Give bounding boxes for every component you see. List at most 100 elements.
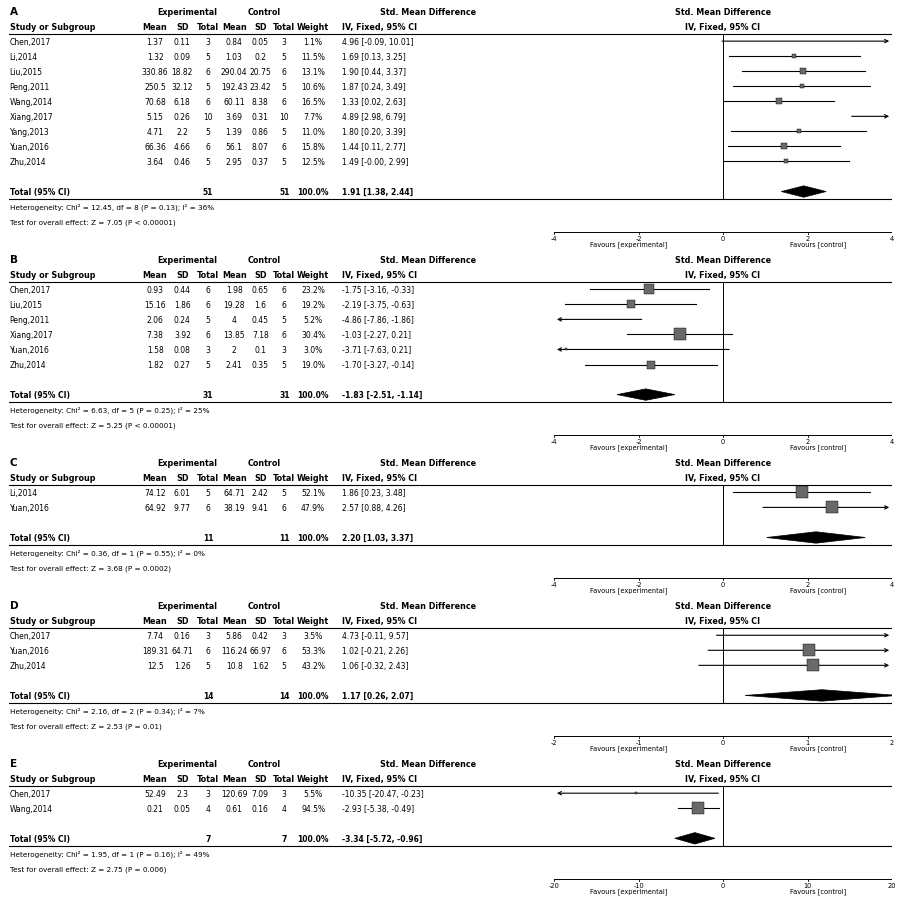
Text: Li,2014: Li,2014 [10, 52, 38, 61]
Text: Control: Control [248, 759, 281, 768]
Text: Chen,2017: Chen,2017 [10, 789, 50, 798]
Text: 4: 4 [890, 582, 894, 588]
Text: Peng,2011: Peng,2011 [10, 83, 50, 91]
Text: 100.0%: 100.0% [297, 188, 329, 197]
Text: Study or Subgroup: Study or Subgroup [10, 473, 95, 482]
Text: 0.16: 0.16 [174, 631, 191, 640]
Text: -20: -20 [549, 882, 560, 888]
Text: Zhu,2014: Zhu,2014 [10, 661, 46, 670]
Text: IV, Fixed, 95% CI: IV, Fixed, 95% CI [341, 271, 416, 279]
Text: Std. Mean Difference: Std. Mean Difference [675, 759, 771, 768]
Text: 2: 2 [805, 439, 810, 444]
Text: 5: 5 [282, 360, 287, 369]
Text: Favours [experimental]: Favours [experimental] [590, 744, 667, 751]
Text: 0.65: 0.65 [251, 285, 268, 294]
Text: Liu,2015: Liu,2015 [10, 301, 42, 310]
Text: Weight: Weight [297, 473, 329, 482]
Text: Favours [experimental]: Favours [experimental] [590, 888, 667, 894]
Text: 94.5%: 94.5% [301, 804, 325, 813]
Text: 250.5: 250.5 [144, 83, 166, 91]
Text: Li,2014: Li,2014 [10, 489, 38, 498]
Text: Yuan,2016: Yuan,2016 [10, 646, 50, 655]
Text: Heterogeneity: Chi² = 6.63, df = 5 (P = 0.25); I² = 25%: Heterogeneity: Chi² = 6.63, df = 5 (P = … [10, 406, 209, 414]
Text: Xiang,2017: Xiang,2017 [10, 330, 53, 340]
Text: Std. Mean Difference: Std. Mean Difference [380, 256, 477, 265]
Text: 30.4%: 30.4% [301, 330, 325, 340]
Polygon shape [675, 833, 715, 844]
Text: 6: 6 [205, 330, 211, 340]
Text: Favours [experimental]: Favours [experimental] [590, 241, 667, 248]
Text: -1: -1 [635, 740, 642, 745]
Text: -10: -10 [633, 882, 644, 888]
Text: 0.21: 0.21 [147, 804, 163, 813]
Text: 5.5%: 5.5% [304, 789, 323, 798]
Text: IV, Fixed, 95% CI: IV, Fixed, 95% CI [686, 271, 760, 279]
Text: IV, Fixed, 95% CI: IV, Fixed, 95% CI [686, 23, 760, 32]
Text: Std. Mean Difference: Std. Mean Difference [380, 459, 477, 467]
Text: SD: SD [176, 616, 188, 625]
Text: 1.86 [0.23, 3.48]: 1.86 [0.23, 3.48] [341, 489, 405, 498]
Text: 0.44: 0.44 [174, 285, 191, 294]
Text: 4.96 [-0.09, 10.01]: 4.96 [-0.09, 10.01] [341, 38, 413, 47]
Text: 1.82: 1.82 [147, 360, 163, 369]
Text: 9.41: 9.41 [252, 503, 268, 512]
Text: 74.12: 74.12 [144, 489, 166, 498]
Text: Study or Subgroup: Study or Subgroup [10, 774, 95, 783]
Text: Std. Mean Difference: Std. Mean Difference [380, 759, 477, 768]
Text: 290.04: 290.04 [221, 68, 248, 77]
Text: 3: 3 [205, 38, 211, 47]
Text: 2.42: 2.42 [252, 489, 268, 498]
Text: 5: 5 [205, 360, 211, 369]
Text: 23.42: 23.42 [250, 83, 271, 91]
Text: Favours [control]: Favours [control] [789, 888, 846, 894]
Text: Test for overall effect: Z = 5.25 (P < 0.00001): Test for overall effect: Z = 5.25 (P < 0… [10, 422, 175, 428]
Text: 1.1%: 1.1% [304, 38, 323, 47]
Text: 4: 4 [282, 804, 287, 813]
Text: -2.93 [-5.38, -0.49]: -2.93 [-5.38, -0.49] [341, 804, 414, 813]
Text: 64.71: 64.71 [223, 489, 245, 498]
Text: 4.89 [2.98, 6.79]: 4.89 [2.98, 6.79] [341, 113, 405, 122]
Text: 5: 5 [282, 315, 287, 324]
Text: Heterogeneity: Chi² = 2.16, df = 2 (P = 0.34); I² = 7%: Heterogeneity: Chi² = 2.16, df = 2 (P = … [10, 707, 205, 714]
Text: Total: Total [273, 616, 296, 625]
Text: 6: 6 [282, 503, 287, 512]
Text: 60.11: 60.11 [223, 98, 245, 107]
Text: 64.92: 64.92 [144, 503, 166, 512]
Text: 4.66: 4.66 [174, 143, 191, 152]
Text: 31: 31 [279, 391, 289, 400]
Text: Total (95% CI): Total (95% CI) [10, 188, 69, 197]
Text: 0: 0 [721, 439, 725, 444]
Text: 2: 2 [805, 236, 810, 242]
Text: 11.0%: 11.0% [301, 127, 325, 136]
Text: 5.2%: 5.2% [304, 315, 323, 324]
Text: Wang,2014: Wang,2014 [10, 98, 52, 107]
Text: 4: 4 [890, 236, 894, 242]
Text: Mean: Mean [222, 271, 247, 279]
Text: Total: Total [197, 271, 219, 279]
Text: Experimental: Experimental [157, 256, 217, 265]
Text: 5: 5 [205, 127, 211, 136]
Text: 0.09: 0.09 [174, 52, 191, 61]
Text: 15.8%: 15.8% [301, 143, 325, 152]
Text: Weight: Weight [297, 616, 329, 625]
Text: 16.5%: 16.5% [301, 98, 325, 107]
Text: 43.2%: 43.2% [301, 661, 325, 670]
Text: 1.6: 1.6 [254, 301, 267, 310]
Text: Control: Control [248, 256, 281, 265]
Text: 10: 10 [203, 113, 213, 122]
Text: 5: 5 [282, 489, 287, 498]
Text: 6: 6 [282, 143, 287, 152]
Text: 6: 6 [205, 301, 211, 310]
Text: 11: 11 [279, 534, 289, 543]
Text: 5: 5 [205, 158, 211, 167]
Text: 0.61: 0.61 [226, 804, 242, 813]
Text: Weight: Weight [297, 271, 329, 279]
Text: 0: 0 [721, 582, 725, 588]
Text: SD: SD [176, 473, 188, 482]
Text: 7: 7 [205, 833, 211, 842]
Text: Experimental: Experimental [157, 759, 217, 768]
Text: Heterogeneity: Chi² = 1.95, df = 1 (P = 0.16); I² = 49%: Heterogeneity: Chi² = 1.95, df = 1 (P = … [10, 850, 209, 857]
Text: -4: -4 [551, 582, 558, 588]
Text: 7.18: 7.18 [252, 330, 268, 340]
Text: 66.97: 66.97 [250, 646, 271, 655]
